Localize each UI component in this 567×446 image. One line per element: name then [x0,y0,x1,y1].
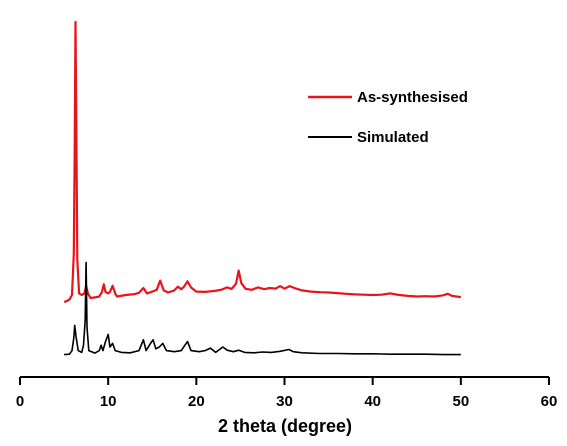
series-line-as-synthesised [63,20,461,304]
x-tick-label-0: 0 [16,393,24,410]
legend-label-as-synthesised: As-synthesised [357,89,468,106]
x-tick-label-50: 50 [452,393,469,410]
x-tick-label-30: 30 [276,393,293,410]
legend: As-synthesised Simulated [308,89,468,146]
x-tick-label-20: 20 [188,393,205,410]
x-tick-label-60: 60 [541,393,558,410]
series-line-simulated [64,261,461,356]
series-layer [63,20,461,356]
x-tick-label-10: 10 [100,393,117,410]
x-axis-title: 2 theta (degree) [218,416,352,436]
x-axis-ticks: 0 10 20 30 40 50 60 [16,377,558,410]
x-tick-label-40: 40 [364,393,381,410]
legend-label-simulated: Simulated [357,129,429,146]
